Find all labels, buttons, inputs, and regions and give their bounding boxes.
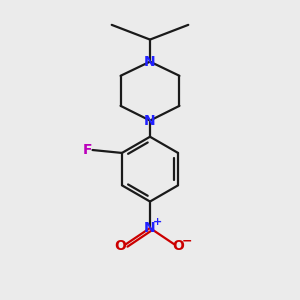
Text: +: + (153, 217, 162, 227)
Text: N: N (144, 114, 156, 128)
Text: N: N (144, 55, 156, 69)
Text: F: F (82, 143, 92, 157)
Text: O: O (172, 239, 184, 253)
Text: −: − (182, 235, 192, 248)
Text: N: N (144, 221, 156, 235)
Text: O: O (115, 239, 127, 253)
